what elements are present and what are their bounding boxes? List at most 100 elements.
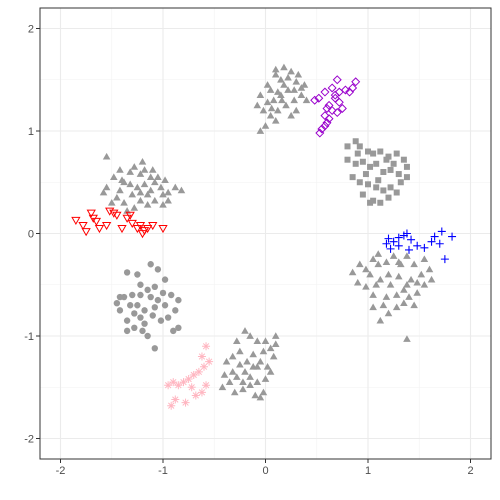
data-point: [147, 261, 154, 268]
data-point: [373, 160, 380, 167]
data-point: [282, 101, 290, 109]
data-point: [387, 166, 394, 173]
data-point: [241, 368, 249, 375]
data-point: [134, 302, 141, 309]
data-point: [184, 375, 193, 384]
data-point: [218, 383, 227, 391]
data-point: [377, 199, 384, 206]
grid-lines: [40, 8, 491, 459]
data-point: [427, 237, 436, 246]
data-point: [417, 270, 426, 278]
data-point: [159, 289, 167, 297]
data-point: [370, 197, 377, 204]
data-point: [389, 237, 398, 246]
data-point: [125, 211, 135, 220]
data-point: [161, 302, 169, 309]
data-point: [118, 176, 126, 184]
data-point: [379, 301, 388, 309]
data-point: [179, 378, 188, 387]
data-point: [151, 304, 158, 311]
data-point: [259, 347, 268, 355]
data-point: [284, 73, 292, 81]
data-point: [266, 344, 275, 352]
data-point: [403, 252, 411, 259]
data-point: [430, 232, 439, 241]
data-point: [116, 186, 124, 194]
data-point: [382, 293, 391, 300]
data-point: [148, 166, 157, 173]
data-point: [120, 198, 128, 206]
data-point: [175, 296, 182, 304]
data-point: [164, 381, 173, 390]
data-point: [407, 235, 416, 244]
data-point: [133, 183, 142, 191]
data-point: [113, 193, 121, 201]
data-point: [287, 111, 295, 119]
data-point: [172, 307, 179, 314]
data-point: [112, 211, 122, 220]
data-point: [253, 362, 262, 370]
data-point: [253, 378, 262, 385]
data-point: [266, 368, 275, 375]
data-point: [376, 275, 385, 283]
data-point: [382, 258, 391, 266]
data-point: [315, 128, 325, 138]
data-point: [386, 280, 395, 288]
data-point: [256, 91, 265, 98]
data-point: [405, 293, 413, 300]
data-point: [116, 293, 124, 301]
data-point: [375, 177, 382, 184]
data-point: [140, 166, 149, 173]
data-point: [271, 340, 280, 348]
data-point: [191, 391, 200, 400]
data-point: [372, 280, 380, 288]
data-point: [369, 255, 377, 262]
data-point: [427, 275, 436, 283]
data-point: [340, 85, 350, 95]
data-point: [320, 111, 330, 121]
data-point: [413, 241, 422, 250]
data-point: [161, 176, 169, 184]
data-point: [91, 217, 102, 227]
data-point: [386, 244, 395, 253]
data-point: [385, 153, 392, 160]
data-point: [259, 106, 268, 114]
data-point: [389, 252, 398, 259]
data-point: [141, 320, 148, 327]
data-point: [149, 312, 156, 319]
data-point: [370, 150, 377, 157]
data-point: [136, 170, 145, 177]
data-point: [359, 158, 366, 165]
data-point: [327, 83, 337, 93]
data-point: [143, 201, 152, 208]
data-point: [123, 327, 131, 335]
data-point: [236, 347, 244, 355]
data-point: [352, 138, 359, 145]
data-point: [101, 221, 112, 231]
data-point: [202, 342, 211, 351]
data-point: [365, 181, 371, 188]
data-point: [392, 291, 401, 298]
data-point: [400, 286, 408, 293]
data-point: [251, 391, 260, 399]
data-points: [71, 63, 457, 410]
data-point: [261, 337, 270, 344]
data-point: [230, 388, 239, 396]
data-point: [138, 157, 147, 165]
data-point: [137, 291, 144, 299]
data-point: [189, 370, 198, 379]
data-point: [366, 270, 374, 278]
data-point: [261, 375, 270, 382]
data-point: [278, 96, 286, 104]
data-point: [130, 163, 139, 170]
data-point: [136, 196, 145, 204]
data-point: [159, 201, 167, 208]
data-point: [202, 381, 211, 390]
data-point: [277, 75, 285, 83]
data-point: [228, 352, 237, 360]
data-point: [151, 196, 159, 204]
data-point: [351, 77, 361, 87]
data-point: [151, 178, 159, 186]
data-point: [403, 335, 411, 342]
data-point: [261, 122, 270, 129]
